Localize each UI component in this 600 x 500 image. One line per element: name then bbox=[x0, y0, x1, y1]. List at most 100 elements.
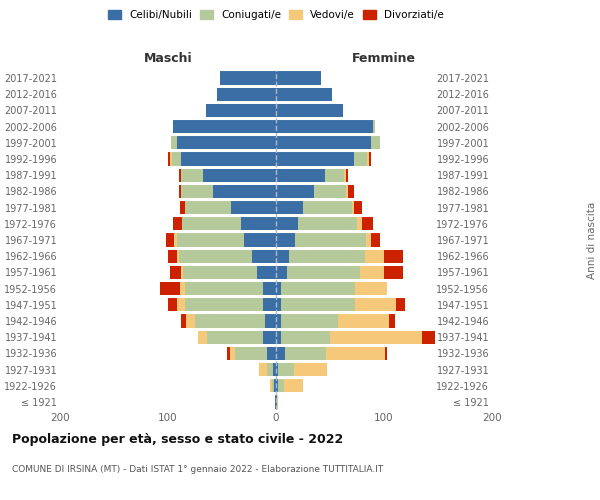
Bar bbox=[217, 88, 276, 101]
Bar bbox=[276, 330, 281, 344]
Bar bbox=[276, 298, 281, 312]
Bar bbox=[276, 168, 325, 182]
Bar bbox=[259, 363, 268, 376]
Bar bbox=[187, 314, 195, 328]
Bar bbox=[369, 152, 371, 166]
Bar bbox=[181, 314, 187, 328]
Bar bbox=[346, 185, 349, 198]
Legend: Celibi/Nubili, Coniugati/e, Vedovi/e, Divorziati/e: Celibi/Nubili, Coniugati/e, Vedovi/e, Di… bbox=[106, 8, 446, 22]
Bar bbox=[244, 234, 276, 246]
Bar bbox=[181, 185, 214, 198]
Bar bbox=[355, 298, 396, 312]
Bar bbox=[276, 72, 322, 85]
Bar bbox=[422, 330, 435, 344]
Bar bbox=[276, 88, 332, 101]
Bar bbox=[385, 346, 387, 360]
Bar bbox=[371, 136, 380, 149]
Bar bbox=[281, 314, 338, 328]
Bar bbox=[338, 314, 389, 328]
Bar bbox=[278, 363, 295, 376]
Bar bbox=[179, 168, 181, 182]
Bar bbox=[365, 234, 371, 246]
Bar bbox=[295, 234, 365, 246]
Bar bbox=[160, 282, 180, 295]
Bar bbox=[289, 250, 365, 263]
Bar bbox=[284, 346, 326, 360]
Bar bbox=[181, 266, 183, 279]
Bar bbox=[206, 104, 276, 117]
Bar bbox=[354, 201, 362, 214]
Text: Popolazione per età, sesso e stato civile - 2022: Popolazione per età, sesso e stato civil… bbox=[12, 432, 343, 446]
Text: Femmine: Femmine bbox=[352, 52, 416, 65]
Bar bbox=[354, 152, 367, 166]
Bar bbox=[276, 314, 281, 328]
Text: COMUNE DI IRSINA (MT) - Dati ISTAT 1° gennaio 2022 - Elaborazione TUTTITALIA.IT: COMUNE DI IRSINA (MT) - Dati ISTAT 1° ge… bbox=[12, 466, 383, 474]
Bar bbox=[298, 217, 357, 230]
Bar bbox=[166, 234, 175, 246]
Bar bbox=[276, 363, 278, 376]
Bar bbox=[373, 120, 376, 134]
Bar bbox=[230, 346, 235, 360]
Bar bbox=[276, 250, 289, 263]
Bar bbox=[344, 168, 346, 182]
Bar bbox=[179, 185, 181, 198]
Bar bbox=[185, 201, 230, 214]
Bar bbox=[214, 185, 276, 198]
Bar bbox=[207, 330, 263, 344]
Bar bbox=[325, 168, 344, 182]
Bar bbox=[275, 396, 276, 408]
Bar bbox=[346, 168, 349, 182]
Bar bbox=[176, 234, 244, 246]
Bar bbox=[284, 379, 303, 392]
Bar bbox=[281, 330, 330, 344]
Bar bbox=[272, 379, 274, 392]
Text: Anni di nascita: Anni di nascita bbox=[587, 202, 597, 278]
Bar bbox=[181, 168, 203, 182]
Bar bbox=[355, 282, 387, 295]
Bar bbox=[175, 234, 176, 246]
Bar bbox=[352, 201, 354, 214]
Bar bbox=[389, 314, 395, 328]
Bar bbox=[276, 152, 354, 166]
Bar bbox=[276, 104, 343, 117]
Bar bbox=[227, 346, 230, 360]
Bar bbox=[360, 266, 384, 279]
Bar bbox=[263, 298, 276, 312]
Bar bbox=[241, 217, 276, 230]
Bar bbox=[185, 282, 263, 295]
Bar bbox=[195, 314, 265, 328]
Bar bbox=[176, 136, 276, 149]
Bar bbox=[303, 201, 352, 214]
Bar bbox=[181, 152, 276, 166]
Bar bbox=[230, 201, 276, 214]
Bar bbox=[168, 250, 176, 263]
Bar bbox=[384, 266, 403, 279]
Bar bbox=[179, 250, 252, 263]
Bar bbox=[182, 217, 241, 230]
Bar bbox=[276, 379, 278, 392]
Bar bbox=[281, 298, 355, 312]
Bar bbox=[357, 217, 362, 230]
Bar bbox=[295, 363, 327, 376]
Bar bbox=[185, 298, 263, 312]
Bar bbox=[183, 266, 257, 279]
Bar bbox=[265, 314, 276, 328]
Bar bbox=[180, 201, 185, 214]
Bar bbox=[276, 346, 284, 360]
Bar bbox=[276, 282, 281, 295]
Bar bbox=[371, 234, 380, 246]
Bar bbox=[268, 346, 276, 360]
Bar bbox=[276, 136, 371, 149]
Bar bbox=[362, 217, 373, 230]
Bar bbox=[276, 234, 295, 246]
Bar bbox=[235, 346, 268, 360]
Bar bbox=[263, 330, 276, 344]
Bar bbox=[170, 266, 181, 279]
Bar bbox=[252, 250, 276, 263]
Bar bbox=[176, 250, 179, 263]
Bar bbox=[365, 250, 384, 263]
Bar bbox=[274, 379, 276, 392]
Bar bbox=[168, 298, 176, 312]
Bar bbox=[203, 168, 276, 182]
Bar bbox=[171, 136, 176, 149]
